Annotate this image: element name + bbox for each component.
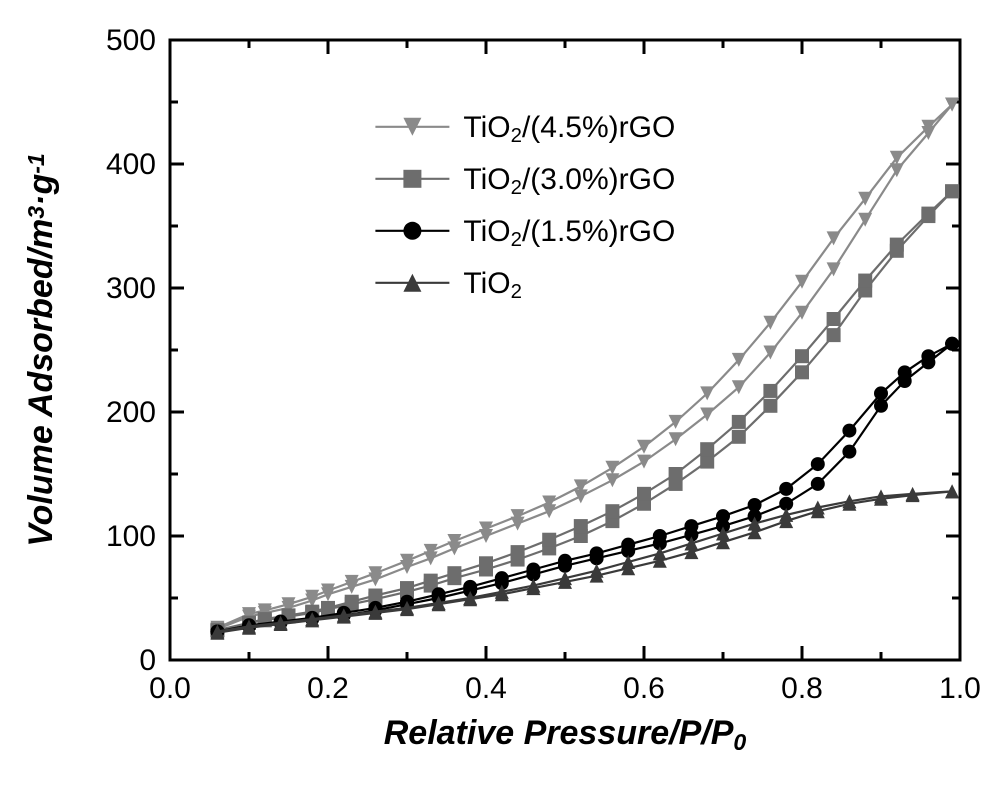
y-tick-label: 100 bbox=[106, 520, 156, 553]
x-tick-label: 0.6 bbox=[623, 672, 665, 705]
x-axis-title: Relative Pressure/P/P0 bbox=[384, 714, 747, 755]
y-tick-label: 200 bbox=[106, 396, 156, 429]
x-tick-label: 0.4 bbox=[465, 672, 507, 705]
y-tick-label: 400 bbox=[106, 148, 156, 181]
x-tick-label: 0.2 bbox=[307, 672, 349, 705]
legend-label: TiO2/(3.0%)rGO bbox=[463, 163, 675, 199]
legend-label: TiO2/(1.5%)rGO bbox=[463, 215, 675, 251]
x-tick-label: 0.8 bbox=[781, 672, 823, 705]
y-tick-label: 300 bbox=[106, 272, 156, 305]
y-tick-label: 0 bbox=[139, 644, 156, 677]
y-tick-label: 500 bbox=[106, 24, 156, 57]
chart-svg: 0.00.20.40.60.81.00100200300400500Relati… bbox=[0, 0, 1000, 801]
x-tick-label: 1.0 bbox=[939, 672, 981, 705]
isotherm-chart: 0.00.20.40.60.81.00100200300400500Relati… bbox=[0, 0, 1000, 801]
legend-label: TiO2/(4.5%)rGO bbox=[463, 111, 675, 147]
